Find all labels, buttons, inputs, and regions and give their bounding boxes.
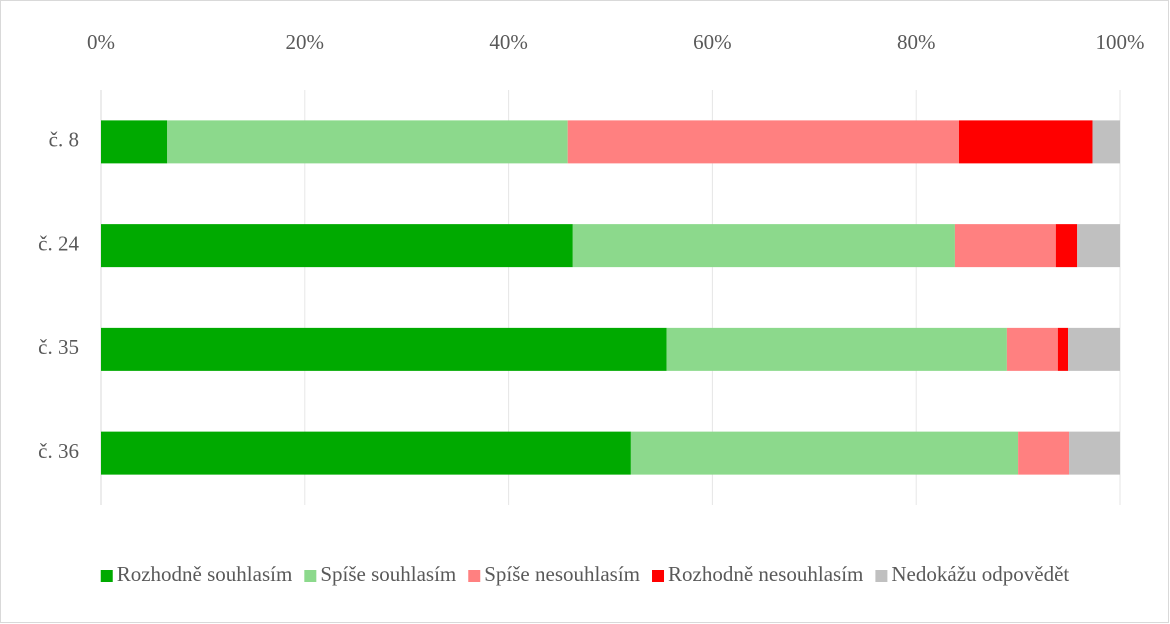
bar-segment — [101, 431, 631, 475]
bar-segment — [1057, 327, 1069, 371]
x-tick-label: 0% — [87, 30, 115, 54]
bar-segment — [1068, 327, 1120, 371]
bar-segment — [1006, 327, 1058, 371]
bar-segment — [954, 224, 1056, 268]
bar-segment — [1092, 120, 1120, 164]
legend-swatch — [100, 570, 113, 582]
bar-segment — [666, 327, 1007, 371]
x-tick-label: 20% — [286, 30, 325, 54]
x-tick-label: 40% — [489, 30, 528, 54]
legend-label: Nedokážu odpovědět — [891, 562, 1069, 586]
bar-segment — [572, 224, 955, 268]
legend-swatch — [652, 570, 665, 582]
legend-label: Rozhodně souhlasím — [117, 562, 293, 586]
legend-swatch — [304, 570, 317, 582]
legend-label: Spíše nesouhlasím — [484, 562, 640, 586]
legend-swatch — [468, 570, 481, 582]
y-tick-label: č. 35 — [38, 335, 79, 359]
bar-segment — [567, 120, 959, 164]
bar-segment — [1077, 224, 1120, 268]
legend-label: Spíše souhlasím — [320, 562, 456, 586]
bar-segment — [1069, 431, 1120, 475]
bar-segment — [1055, 224, 1078, 268]
bar-segment — [630, 431, 1019, 475]
bar-segment — [958, 120, 1093, 164]
x-tick-label: 80% — [897, 30, 936, 54]
y-tick-label: č. 8 — [49, 128, 79, 152]
legend-swatch — [875, 570, 888, 582]
bar-segment — [101, 224, 573, 268]
y-tick-label: č. 36 — [38, 439, 79, 463]
bar-segment — [1018, 431, 1070, 475]
legend-label: Rozhodně nesouhlasím — [668, 562, 863, 586]
y-tick-label: č. 24 — [38, 231, 79, 255]
x-tick-label: 60% — [693, 30, 732, 54]
bar-segment — [101, 327, 667, 371]
bar-segment — [101, 120, 168, 164]
x-tick-label: 100% — [1096, 30, 1145, 54]
bar-segment — [167, 120, 568, 164]
